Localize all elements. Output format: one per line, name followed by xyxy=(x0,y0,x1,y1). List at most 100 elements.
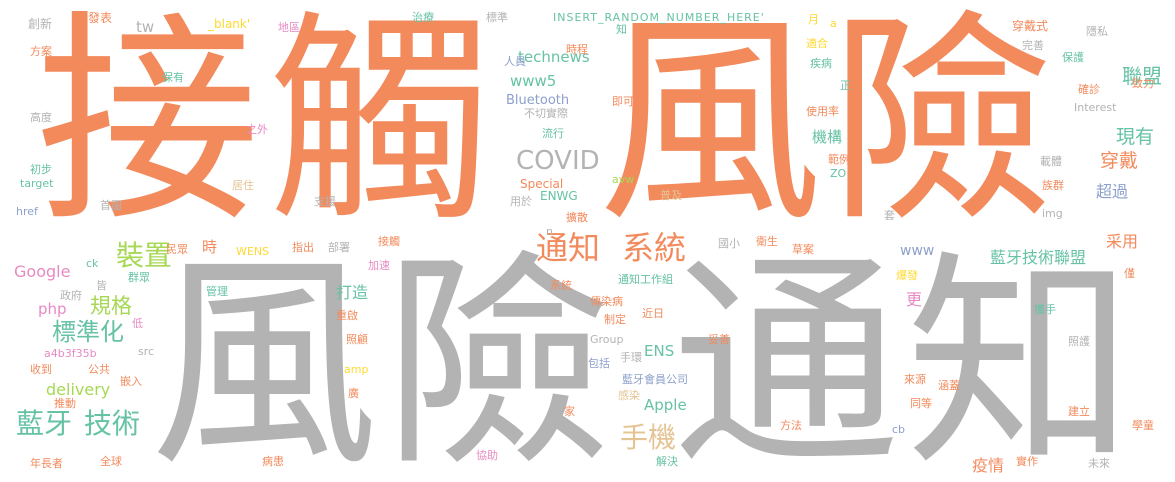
cloud-word: 僅 xyxy=(1124,267,1135,280)
cloud-word: a xyxy=(830,17,837,30)
cloud-word: 收到 xyxy=(30,363,52,376)
cloud-word: 確診 xyxy=(1078,83,1100,96)
cloud-word: 照顧 xyxy=(346,333,368,346)
cloud-word: 嵌入 xyxy=(120,375,142,388)
cloud-word: 協助 xyxy=(476,449,498,462)
cloud-word: 來源 xyxy=(904,373,926,386)
cloud-word: 時 xyxy=(202,238,218,256)
cloud-word: 指出 xyxy=(292,241,314,254)
cloud-word: 重啟 xyxy=(336,309,358,322)
cloud-word: 不切實際 xyxy=(524,107,568,120)
cloud-word: 知 xyxy=(616,23,627,36)
cloud-word: 支援 xyxy=(314,195,336,208)
cloud-word: 風險 xyxy=(150,231,618,482)
cloud-word: 解決 xyxy=(656,455,678,468)
cloud-word: 藍牙會員公司 xyxy=(622,373,688,386)
cloud-word: 套 xyxy=(884,209,895,222)
cloud-word: 即可 xyxy=(612,95,634,108)
cloud-word: 隱私 xyxy=(1086,25,1108,38)
cloud-word: avw xyxy=(612,173,635,186)
cloud-word: 制定 xyxy=(604,313,626,326)
cloud-word: WENS xyxy=(236,245,270,258)
cloud-word: php xyxy=(38,300,67,318)
cloud-word: Special xyxy=(520,177,564,191)
cloud-word: 機構 xyxy=(812,128,843,146)
cloud-word: 涵蓋 xyxy=(938,379,960,392)
cloud-word: 完善 xyxy=(1022,39,1044,52)
cloud-word: 管理 xyxy=(206,285,228,298)
cloud-word: 手機 xyxy=(620,421,677,454)
cloud-word: 超過 xyxy=(1096,182,1129,201)
cloud-word: 聯盟 xyxy=(1122,64,1162,88)
cloud-word: 同等 xyxy=(910,397,932,410)
cloud-word: 範例 xyxy=(828,153,850,166)
cloud-word: Apple xyxy=(644,396,687,414)
cloud-word: 爆發 xyxy=(896,269,918,282)
cloud-word: 載體 xyxy=(1040,155,1062,168)
cloud-word: 致力 xyxy=(1132,77,1154,90)
cloud-word: 穿戴 xyxy=(1100,150,1139,172)
cloud-word: 實作 xyxy=(1016,455,1038,468)
cloud-word: 用於 xyxy=(510,195,532,208)
cloud-word: 之外 xyxy=(246,123,268,136)
cloud-word: 規格 xyxy=(90,294,132,318)
cloud-word: ENS xyxy=(644,342,675,360)
cloud-word: 適合 xyxy=(806,37,828,50)
cloud-word: href xyxy=(16,205,38,218)
cloud-word: 標準 xyxy=(486,11,508,24)
cloud-word: 系統 xyxy=(622,229,687,267)
cloud-word: _blank' xyxy=(208,17,251,31)
cloud-word: tw xyxy=(136,18,155,36)
cloud-word: 技術 xyxy=(84,407,141,440)
cloud-word: delivery xyxy=(46,380,111,399)
cloud-word: 通知工作組 xyxy=(618,273,673,286)
cloud-word: 感染 xyxy=(618,389,640,402)
cloud-word: 治療 xyxy=(412,11,434,24)
cloud-word: 接觸 xyxy=(36,0,500,252)
cloud-word: Google xyxy=(14,262,71,281)
cloud-word: 使用率 xyxy=(806,105,839,118)
cloud-word: 通知 xyxy=(536,229,601,267)
cloud-word: img xyxy=(1042,207,1063,220)
cloud-word: 民眾 xyxy=(166,243,188,256)
cloud-word: 照護 xyxy=(1068,335,1090,348)
cloud-word: 擴散 xyxy=(566,211,588,224)
cloud-word: 高度 xyxy=(30,111,52,124)
cloud-word: 群眾 xyxy=(128,271,150,284)
cloud-word: 妥善 xyxy=(708,333,730,346)
cloud-word: 裝置 xyxy=(116,239,173,272)
cloud-word: 公共 xyxy=(88,363,110,376)
cloud-word: ENWG xyxy=(540,189,578,203)
cloud-word: 通知 xyxy=(672,231,1140,482)
cloud-word: 藍牙技術聯盟 xyxy=(990,248,1087,267)
cloud-word: src xyxy=(138,345,155,358)
cloud-word: 病患 xyxy=(262,455,284,468)
cloud-word: Bluetooth xyxy=(506,93,570,108)
cloud-word: 保有 xyxy=(162,71,184,84)
cloud-word: 草案 xyxy=(792,243,814,256)
cloud-word: 方案 xyxy=(30,45,52,58)
cloud-word: 藍牙 xyxy=(16,407,73,440)
cloud-word: 家 xyxy=(564,405,575,418)
cloud-word: ZO xyxy=(830,167,847,180)
cloud-word: 年長者 xyxy=(30,457,63,470)
cloud-word: 疾病 xyxy=(810,57,832,70)
cloud-word: INSERT_RANDOM_NUMBER_HERE' xyxy=(553,11,765,24)
cloud-word: 穿戴式 xyxy=(1012,19,1049,33)
cloud-word: 全球 xyxy=(100,455,122,468)
cloud-word: 發表 xyxy=(88,11,113,25)
cloud-word: 居住 xyxy=(232,179,254,192)
cloud-word: 普及 xyxy=(660,189,682,202)
cloud-word: 推動 xyxy=(54,397,76,410)
cloud-word: 皆 xyxy=(96,279,107,292)
cloud-word: 建立 xyxy=(1068,405,1090,418)
cloud-word: www5 xyxy=(510,72,557,90)
cloud-word: 系統 xyxy=(550,279,572,292)
cloud-word: 加速 xyxy=(368,259,390,272)
cloud-word: Interest xyxy=(1074,101,1117,114)
cloud-word: 保護 xyxy=(1062,51,1084,64)
cloud-word: 現有 xyxy=(1116,126,1155,148)
cloud-word: 疫情 xyxy=(972,456,1005,475)
cloud-word: 更 xyxy=(906,290,923,309)
cloud-word: 創新 xyxy=(28,17,53,31)
